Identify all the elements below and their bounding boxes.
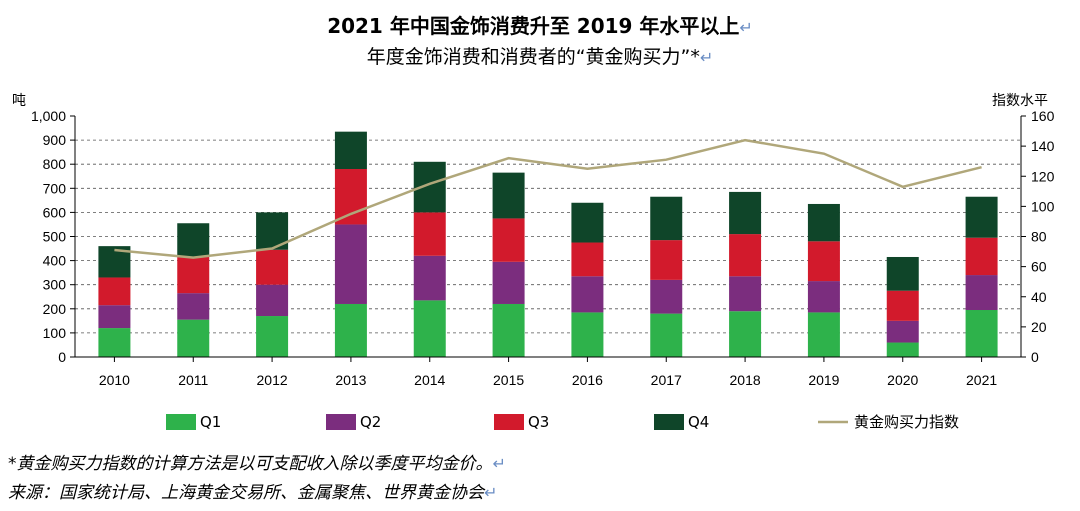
y-tick-label-right: 100 (1031, 198, 1055, 214)
y-tick-label-right: 160 (1031, 108, 1055, 124)
bar-q4 (571, 202, 604, 243)
bar-q2 (334, 224, 367, 304)
bar-q3 (413, 212, 446, 256)
bar-q4 (650, 196, 683, 241)
y-tick-label-right: 140 (1031, 138, 1055, 154)
bar-q1 (650, 313, 683, 357)
y-tick-label-left: 800 (43, 156, 67, 172)
bar-q2 (807, 281, 840, 313)
bar-q3 (256, 249, 289, 285)
x-tick-label: 2012 (257, 372, 288, 388)
bar-q1 (334, 303, 367, 357)
bar-q2 (413, 255, 446, 301)
bar-q3 (965, 237, 998, 276)
bar-q1 (886, 342, 919, 357)
bar-q2 (729, 276, 762, 312)
x-tick-label: 2020 (887, 372, 918, 388)
legend-swatch-q4 (654, 414, 684, 430)
bar-q2 (650, 279, 683, 314)
legend-swatch-q3 (494, 414, 524, 430)
y-tick-label-left: 900 (43, 132, 67, 148)
bar-q2 (965, 275, 998, 311)
chart-subtitle: 年度金饰消费和消费者的“黄金购买力”*↵ (366, 46, 714, 68)
x-tick-label: 2011 (178, 372, 208, 388)
x-tick-label: 2016 (572, 372, 603, 388)
bar-q1 (729, 311, 762, 357)
y-tick-label-right: 0 (1031, 349, 1039, 365)
x-tick-label: 2010 (99, 372, 130, 388)
y-tick-label-left: 300 (43, 277, 67, 293)
bar-q4 (334, 131, 367, 170)
bar-q2 (492, 261, 525, 304)
x-tick-label: 2014 (414, 372, 445, 388)
x-tick-label: 2021 (966, 372, 997, 388)
bar-q1 (965, 310, 998, 357)
bar-q2 (256, 284, 289, 317)
footnote: *黄金购买力指数的计算方法是以可支配收入除以季度平均金价。↵ (8, 454, 506, 474)
y-tick-label-right: 80 (1031, 229, 1047, 245)
source-note: 来源：国家统计局、上海黄金交易所、金属聚焦、世界黄金协会↵ (8, 483, 498, 503)
bar-q3 (177, 256, 210, 294)
bar-q4 (965, 196, 998, 238)
bar-q1 (177, 319, 210, 357)
y-tick-label-right: 40 (1031, 289, 1047, 305)
bar-q2 (571, 276, 604, 313)
legend-swatch-q2 (326, 414, 356, 430)
bar-q2 (886, 320, 919, 343)
bar-q1 (98, 328, 131, 357)
y-tick-label-left: 0 (58, 349, 66, 365)
y-tick-label-left: 600 (43, 204, 67, 220)
legend-label-q1: Q1 (200, 413, 221, 431)
bar-q2 (98, 305, 131, 329)
bar-q1 (256, 316, 289, 357)
bar-q4 (729, 191, 762, 235)
x-tick-label: 2015 (493, 372, 524, 388)
bar-q3 (571, 242, 604, 277)
bar-q1 (571, 312, 604, 357)
legend-label-q3: Q3 (528, 413, 549, 431)
bar-q3 (886, 290, 919, 321)
legend-swatch-q1 (166, 414, 196, 430)
x-tick-label: 2017 (651, 372, 682, 388)
y-tick-label-right: 60 (1031, 259, 1047, 275)
bar-q4 (807, 203, 840, 242)
y-axis-label-left: 吨 (12, 93, 26, 109)
bar-q4 (177, 223, 210, 257)
y-tick-label-left: 1,000 (31, 108, 66, 124)
y-tick-label-left: 200 (43, 301, 67, 317)
y-axis-label-right: 指数水平 (992, 93, 1048, 109)
bar-q4 (492, 172, 525, 219)
bar-q2 (177, 293, 210, 320)
x-tick-label: 2018 (730, 372, 761, 388)
bar-q3 (729, 234, 762, 277)
y-tick-label-left: 400 (43, 253, 67, 269)
bar-q4 (886, 256, 919, 291)
y-tick-label-left: 100 (43, 325, 67, 341)
y-tick-label-left: 700 (43, 180, 67, 196)
x-tick-label: 2019 (808, 372, 839, 388)
y-tick-label-right: 120 (1031, 168, 1055, 184)
bar-q1 (807, 312, 840, 357)
bar-q3 (98, 277, 131, 306)
bar-q3 (492, 218, 525, 262)
legend-label-index: 黄金购买力指数 (854, 413, 959, 431)
y-tick-label-left: 500 (43, 229, 67, 245)
legend-label-q4: Q4 (688, 413, 709, 431)
legend-label-q2: Q2 (360, 413, 381, 431)
bar-q3 (807, 241, 840, 282)
bar-q3 (650, 240, 683, 280)
bar-q1 (492, 303, 525, 357)
y-tick-label-right: 20 (1031, 319, 1047, 335)
index-line (114, 138, 982, 259)
x-tick-label: 2013 (335, 372, 366, 388)
bar-q3 (334, 169, 367, 225)
chart-title: 2021 年中国金饰消费升至 2019 年水平以上↵ (327, 14, 753, 38)
bar-q1 (413, 300, 446, 357)
